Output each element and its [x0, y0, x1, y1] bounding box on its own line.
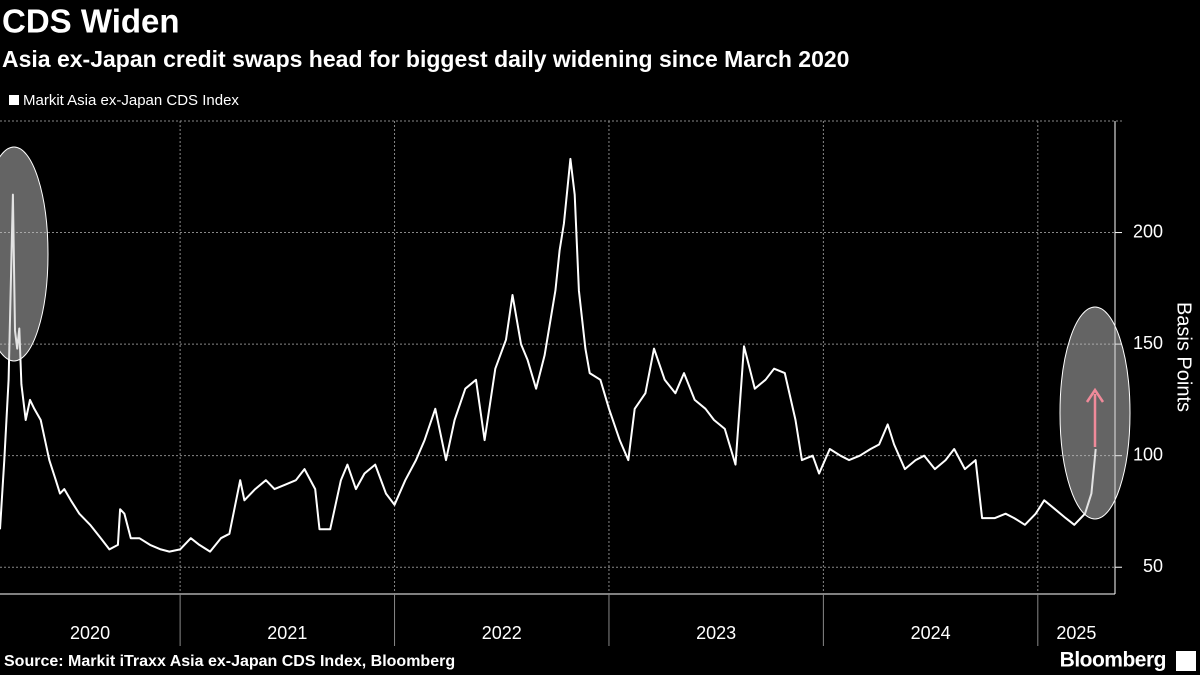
x-tick-label: 2024 — [911, 623, 951, 643]
y-tick-label: 100 — [1133, 444, 1163, 464]
highlight-ellipse — [0, 146, 49, 362]
y-axis-label: Basis Points — [1173, 302, 1195, 412]
arrow-head — [1085, 387, 1105, 403]
y-tick-label: 50 — [1143, 556, 1163, 576]
y-tick-label: 150 — [1133, 333, 1163, 353]
plot-area: 50 100 150 200 2020 2021 2022 2023 2024 2025 — [0, 120, 1163, 646]
x-tick-label: 2023 — [696, 623, 736, 643]
y-tick-label: 200 — [1133, 221, 1163, 241]
x-tick-label: 2022 — [482, 623, 522, 643]
brand-icon — [1176, 651, 1196, 671]
x-tick-label: 2025 — [1056, 623, 1096, 643]
x-tick-label: 2020 — [70, 623, 110, 643]
legend-label: Markit Asia ex-Japan CDS Index — [23, 92, 239, 109]
source: Source: Markit iTraxx Asia ex-Japan CDS … — [4, 653, 455, 670]
chart-subtitle: Asia ex-Japan credit swaps head for bigg… — [2, 46, 849, 72]
x-tick-label: 2021 — [267, 623, 307, 643]
data-line — [0, 157, 1097, 553]
legend-swatch — [9, 95, 19, 105]
brand: Bloomberg — [1060, 649, 1166, 672]
chart-title: CDS Widen — [2, 3, 180, 40]
